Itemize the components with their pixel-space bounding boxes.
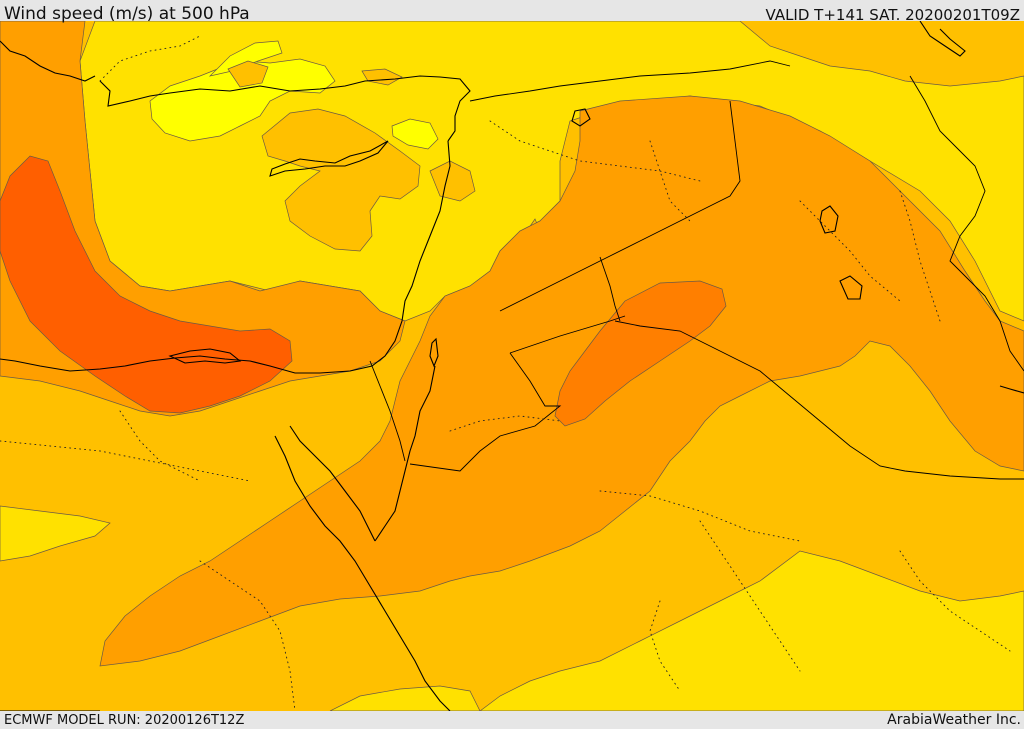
province-lines-8 [699, 520, 801, 672]
wind-band-max-east [554, 280, 727, 427]
border-syria-turkey [469, 60, 791, 102]
province-lines-2 [489, 120, 701, 182]
border-jordan-saudi [499, 100, 741, 312]
coastline-lake-van [571, 108, 591, 127]
province-lines-12 [449, 415, 561, 432]
province-lines-3 [649, 140, 691, 222]
coastline-red-sea-west [274, 435, 451, 711]
wind-band-max-west [0, 155, 293, 414]
coastline-turkey [99, 75, 471, 142]
province-lines-1 [99, 35, 201, 82]
coastline-gulf-suez [289, 425, 376, 542]
coastline-lake-2 [839, 275, 863, 300]
province-lines-11 [199, 560, 296, 711]
model-run: ECMWF MODEL RUN: 20200126T12Z [4, 713, 245, 728]
wind-band-yellow-sw [0, 505, 111, 562]
province-lines-5 [899, 190, 941, 322]
border-jordan-iraq [599, 256, 621, 322]
province-lines-13 [119, 410, 201, 482]
coastline-greece [0, 40, 96, 82]
coastline-dead-sea [429, 337, 439, 368]
header-bar [0, 0, 1024, 21]
map-title: Wind speed (m/s) at 500 hPa [4, 4, 250, 24]
coastline-red-sea-east [374, 365, 436, 542]
coastline-cyprus [269, 140, 389, 177]
coastline-gulf [999, 385, 1024, 394]
wind-band-inner-1 [261, 108, 421, 252]
border-jordan-saudi-south [409, 352, 562, 472]
border-iran-iraq [909, 75, 1024, 372]
province-lines-9 [649, 600, 681, 692]
coastline-lake-1 [819, 205, 839, 234]
border-iraq-saudi [614, 320, 1024, 480]
border-sinai [369, 360, 406, 462]
wind-band-orange-north [99, 95, 1024, 667]
border-saudi-jordan [509, 315, 626, 354]
wind-band-lightest-4 [391, 118, 439, 150]
coastline-crete [168, 348, 242, 364]
wind-band-inner-2 [227, 60, 269, 88]
coastline-levant [0, 140, 451, 374]
wind-band-yellow-south [479, 550, 1024, 711]
wind-band-yellow-south-2 [329, 685, 481, 711]
province-lines-6 [0, 440, 251, 482]
province-lines-4 [799, 200, 901, 302]
coastline-caspian [919, 21, 966, 57]
footer-bar [0, 711, 1024, 729]
credit: ArabiaWeather Inc. [887, 712, 1021, 728]
valid-time: VALID T+141 SAT. 20200201T09Z [765, 6, 1020, 24]
wind-speed-map [0, 21, 1024, 711]
